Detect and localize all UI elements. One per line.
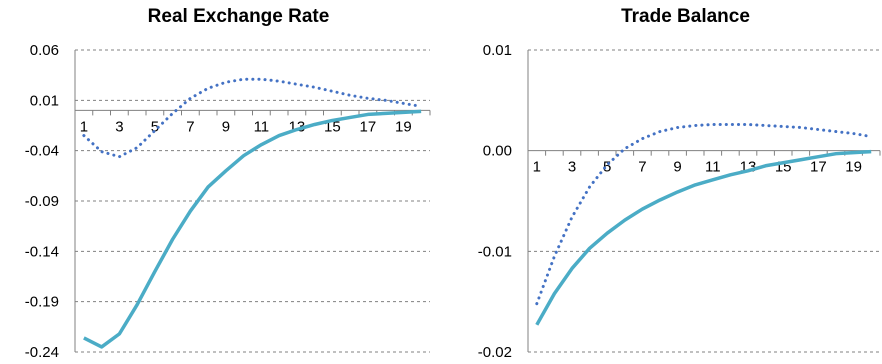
x-tick-label: 5 bbox=[603, 159, 611, 176]
y-tick-label: -0.04 bbox=[25, 143, 59, 160]
y-tick-label: -0.01 bbox=[478, 243, 512, 260]
x-tick-label: 1 bbox=[533, 159, 541, 176]
y-tick-label: -0.09 bbox=[25, 193, 59, 210]
x-tick-label: 11 bbox=[705, 159, 721, 176]
x-tick-label: 17 bbox=[810, 159, 827, 176]
dotted-series-line bbox=[535, 122, 873, 306]
x-tick-label: 5 bbox=[151, 118, 159, 135]
solid-series-line bbox=[83, 109, 422, 349]
chart-title: Trade Balance bbox=[621, 6, 750, 27]
x-tick-label: 11 bbox=[254, 118, 270, 135]
y-tick-label: 0.06 bbox=[30, 42, 59, 59]
chart-title: Real Exchange Rate bbox=[147, 6, 330, 27]
x-tick-label: 3 bbox=[568, 159, 576, 176]
y-tick-label: -0.02 bbox=[478, 344, 512, 361]
x-tick-label: 17 bbox=[360, 118, 377, 135]
solid-series-line bbox=[535, 149, 872, 326]
y-tick-label: 0.00 bbox=[483, 143, 512, 160]
x-tick-label: 9 bbox=[673, 159, 681, 176]
chart-trade-balance: Trade Balance 0.01 0.00 -0.01 -0.02 1 3 5 7 9 11 1… bbox=[441, 0, 882, 364]
y-tick-label: -0.19 bbox=[25, 294, 59, 311]
y-tick-label: 0.01 bbox=[483, 42, 512, 59]
chart-real-exchange-rate: Real Exchange Rate 0.06 0.01 -0.04 -0.09 -0.… bbox=[25, 6, 431, 361]
y-tick-label: 0.01 bbox=[30, 92, 59, 109]
x-tick-label: 1 bbox=[80, 118, 88, 135]
x-tick-label: 19 bbox=[845, 159, 862, 176]
x-tick-label: 9 bbox=[222, 118, 230, 135]
dotted-series-line bbox=[82, 77, 423, 159]
x-tick-label: 19 bbox=[395, 118, 412, 135]
plot-area: 0.06 0.01 -0.04 -0.09 -0.14 -0.19 -0.24 1 3 5 7 9 11… bbox=[25, 42, 431, 361]
x-tick-label: 7 bbox=[186, 118, 194, 135]
x-tick-label: 3 bbox=[115, 118, 123, 135]
y-tick-label: -0.24 bbox=[25, 344, 59, 361]
plot-area: 0.010.00-0.01-0.021 3 5 7 9 11 13 15 17 19 bbox=[478, 42, 881, 361]
x-tick-label: 7 bbox=[638, 159, 646, 176]
y-tick-label: -0.14 bbox=[25, 243, 59, 260]
